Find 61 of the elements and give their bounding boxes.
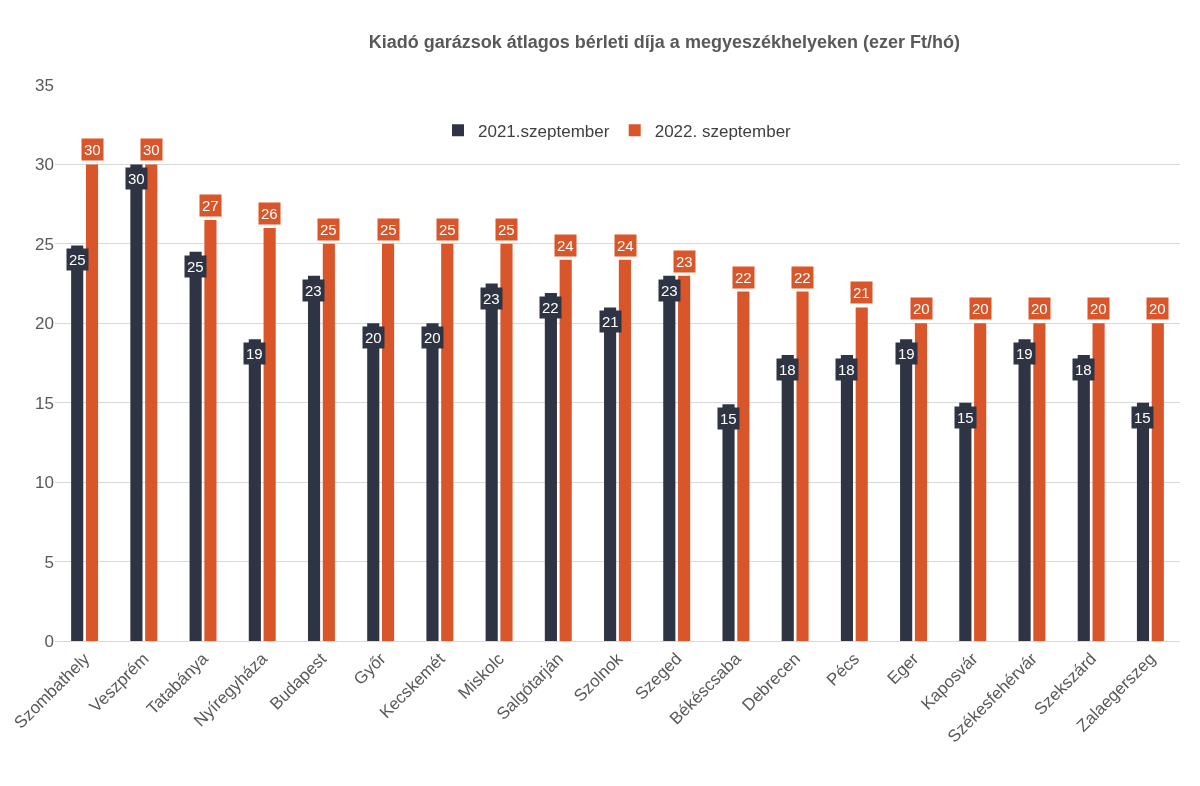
y-tick-label: 15 (35, 393, 54, 413)
bar (914, 323, 928, 641)
data-label: 20 (913, 300, 930, 317)
bar (85, 164, 99, 641)
y-tick-label: 35 (35, 75, 54, 95)
data-label: 19 (246, 345, 263, 362)
data-label: 27 (202, 197, 219, 214)
data-label: 20 (1090, 300, 1107, 317)
data-label: 23 (483, 290, 500, 307)
bar (204, 220, 217, 641)
chart-title: Kiadó garázsok átlagos bérleti díja a megyeszékhelyeken (ezer Ft/hó) (368, 31, 960, 52)
data-label: 30 (143, 141, 160, 158)
bar (1092, 323, 1105, 641)
bar (840, 355, 854, 641)
data-label: 22 (542, 299, 559, 316)
data-label: 24 (617, 237, 634, 254)
data-label: 20 (365, 329, 382, 346)
data-label: 25 (439, 221, 456, 238)
bar (1136, 402, 1150, 641)
y-tick-label: 25 (35, 234, 54, 254)
data-label: 21 (602, 313, 619, 330)
y-tick-label: 5 (44, 552, 54, 572)
bar (974, 323, 987, 641)
data-label: 20 (972, 300, 989, 317)
data-label: 22 (794, 269, 811, 286)
legend-label: 2021.szeptember (478, 121, 610, 141)
data-label: 15 (957, 409, 974, 426)
y-tick-label: 10 (35, 473, 54, 493)
data-label: 25 (187, 258, 204, 275)
data-label: 23 (661, 282, 678, 299)
data-label: 20 (424, 329, 441, 346)
data-label: 30 (128, 170, 145, 187)
data-label: 23 (676, 253, 693, 270)
data-label: 19 (1016, 345, 1033, 362)
bar (307, 275, 321, 641)
data-label: 22 (735, 269, 752, 286)
data-label: 20 (1031, 300, 1048, 317)
data-label: 24 (557, 237, 574, 254)
y-tick-label: 30 (35, 155, 54, 175)
data-label: 15 (1134, 409, 1151, 426)
data-label: 20 (1149, 300, 1166, 317)
data-label: 15 (720, 410, 737, 427)
data-label: 25 (498, 221, 515, 238)
data-label: 18 (838, 361, 855, 378)
data-label: 23 (305, 282, 322, 299)
legend-label: 2022. szeptember (654, 121, 792, 141)
bar (1033, 323, 1046, 641)
data-label: 30 (84, 141, 101, 158)
data-label: 18 (1075, 361, 1092, 378)
data-label: 18 (779, 361, 796, 378)
data-label: 19 (898, 345, 915, 362)
data-label: 25 (320, 221, 337, 238)
y-tick-label: 0 (44, 631, 54, 651)
bar (1151, 323, 1164, 641)
data-label: 25 (380, 221, 397, 238)
bar (855, 307, 868, 641)
data-label: 25 (69, 251, 86, 268)
y-tick-label: 20 (35, 314, 54, 334)
data-label: 26 (261, 205, 278, 222)
bar (145, 164, 158, 641)
data-label: 21 (853, 284, 870, 301)
